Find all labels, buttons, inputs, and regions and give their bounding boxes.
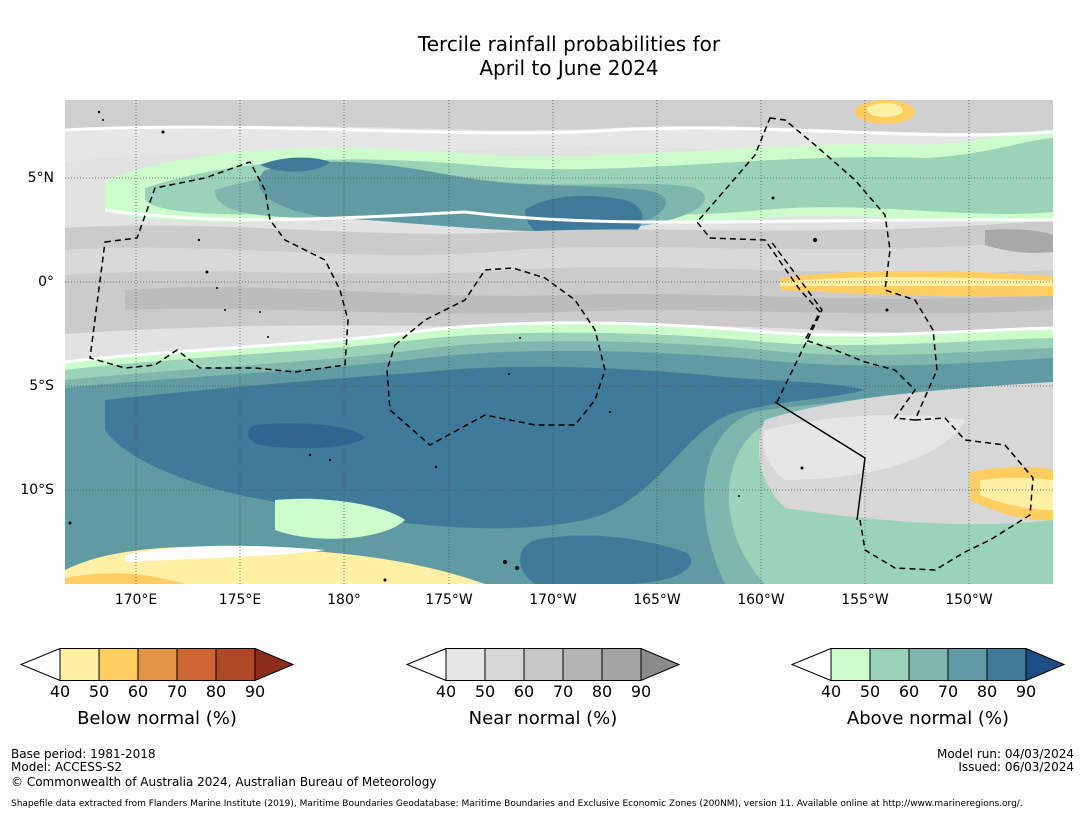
eez-boundary-french-polynesia: [859, 417, 1034, 571]
near-band-north-light: [65, 127, 1053, 162]
lon-label-175e: 175°E: [218, 592, 262, 608]
colorbar-near-tick: 70: [552, 682, 574, 701]
colorbar-above-40: [830, 648, 871, 681]
colorbar-near-tick: 40: [435, 682, 457, 701]
colorbar-below-label: Below normal (%): [77, 708, 237, 729]
footer-left: Base period: 1981-2018 Model: ACCESS-S2 …: [11, 748, 436, 789]
lon-label-160w: 160°W: [737, 592, 785, 608]
colorbar-below-over: [254, 647, 295, 682]
lon-label-170w: 170°W: [529, 592, 577, 608]
colorbar-near-tick: 60: [513, 682, 535, 701]
colorbar-near-tick: 50: [474, 682, 496, 701]
colorbar-below-normal: 40 50 60 70 80 90 Below normal (%): [19, 647, 296, 729]
colorbar-below-60: [137, 648, 178, 681]
colorbar-below-tick: 60: [127, 682, 149, 701]
colorbar-above-tick: 80: [976, 682, 998, 701]
colorbar-below-tick: 90: [244, 682, 266, 701]
lon-label-150w: 150°W: [945, 592, 993, 608]
lon-label-175w: 175°W: [425, 592, 473, 608]
eez-boundary-kiribati-gilbert: [89, 161, 349, 373]
footer-right: Model run: 04/03/2024 Issued: 06/03/2024: [937, 748, 1074, 774]
colorbar-near-over: [640, 647, 681, 682]
colorbar-near-under: [405, 647, 447, 682]
lat-label-0: 0°: [38, 274, 54, 290]
lat-label-5s: 5°S: [29, 378, 54, 394]
model-name: Model: ACCESS-S2: [11, 760, 123, 774]
eez-boundary-cook-islands: [769, 239, 823, 403]
colorbar-below-tick: 50: [88, 682, 110, 701]
model-run-date: Model run: 04/03/2024: [936, 747, 1074, 761]
lat-label-10s: 10°S: [20, 482, 54, 498]
colorbar-above-tick: 40: [820, 682, 842, 701]
colorbar-above-50: [869, 648, 910, 681]
colorbar-below-40: [59, 648, 100, 681]
issued-date: Issued: 06/03/2024: [958, 760, 1074, 774]
colorbar-above-under: [790, 647, 832, 682]
colorbar-near-tick: 90: [630, 682, 652, 701]
colorbar-above-tick: 70: [937, 682, 959, 701]
colorbar-near-tick: 80: [591, 682, 613, 701]
colorbar-above-label: Above normal (%): [846, 708, 1010, 729]
near-band-north: [65, 100, 1053, 133]
colorbar-below-under: [19, 647, 61, 682]
lon-label-180: 180°: [327, 592, 361, 608]
colorbar-below-tick: 40: [49, 682, 71, 701]
colorbar-below-tick: 80: [205, 682, 227, 701]
colorbar-below-50: [98, 648, 139, 681]
colorbar-below-tick: 70: [166, 682, 188, 701]
colorbar-near-50: [484, 648, 525, 681]
title-line-1: Tercile rainfall probabilities for: [417, 32, 721, 56]
lon-label-165w: 165°W: [633, 592, 681, 608]
colorbar-below-70: [176, 648, 217, 681]
colorbar-above-tick: 90: [1015, 682, 1037, 701]
rainfall-probability-map: [65, 100, 1053, 584]
colorbar-near-70: [562, 648, 603, 681]
shapefile-credit: Shapefile data extracted from Flanders M…: [11, 799, 1023, 809]
lat-label-5n: 5°N: [27, 170, 54, 186]
eez-boundary-solid: [774, 401, 866, 521]
lon-label-155w: 155°W: [841, 592, 889, 608]
colorbar-above-70: [947, 648, 988, 681]
title-line-2: April to June 2024: [479, 56, 659, 80]
colorbar-near-label: Near normal (%): [468, 708, 618, 729]
colorbar-above-tick: 50: [859, 682, 881, 701]
colorbar-above-normal: 40 50 60 70 80 90 Above normal (%): [790, 647, 1067, 729]
colorbar-above-60: [908, 648, 949, 681]
colorbar-above-80: [986, 648, 1027, 681]
colorbar-above-over: [1025, 647, 1066, 682]
colorbar-above-tick: 60: [898, 682, 920, 701]
base-period: Base period: 1981-2018: [11, 747, 156, 761]
chart-title: Tercile rainfall probabilities for April…: [0, 32, 1085, 80]
eez-boundary-line-islands: [696, 117, 938, 421]
colorbar-below-80: [215, 648, 256, 681]
colorbar-near-80: [601, 648, 642, 681]
copyright: © Commonwealth of Australia 2024, Austra…: [11, 775, 437, 789]
colorbar-near-40: [445, 648, 486, 681]
lon-label-170e: 170°E: [114, 592, 158, 608]
colorbar-near-normal: 40 50 60 70 80 90 Near normal (%): [405, 647, 682, 729]
eez-boundary-phoenix: [386, 267, 606, 446]
colorbar-near-60: [523, 648, 564, 681]
above-band-south-80: [105, 366, 865, 529]
